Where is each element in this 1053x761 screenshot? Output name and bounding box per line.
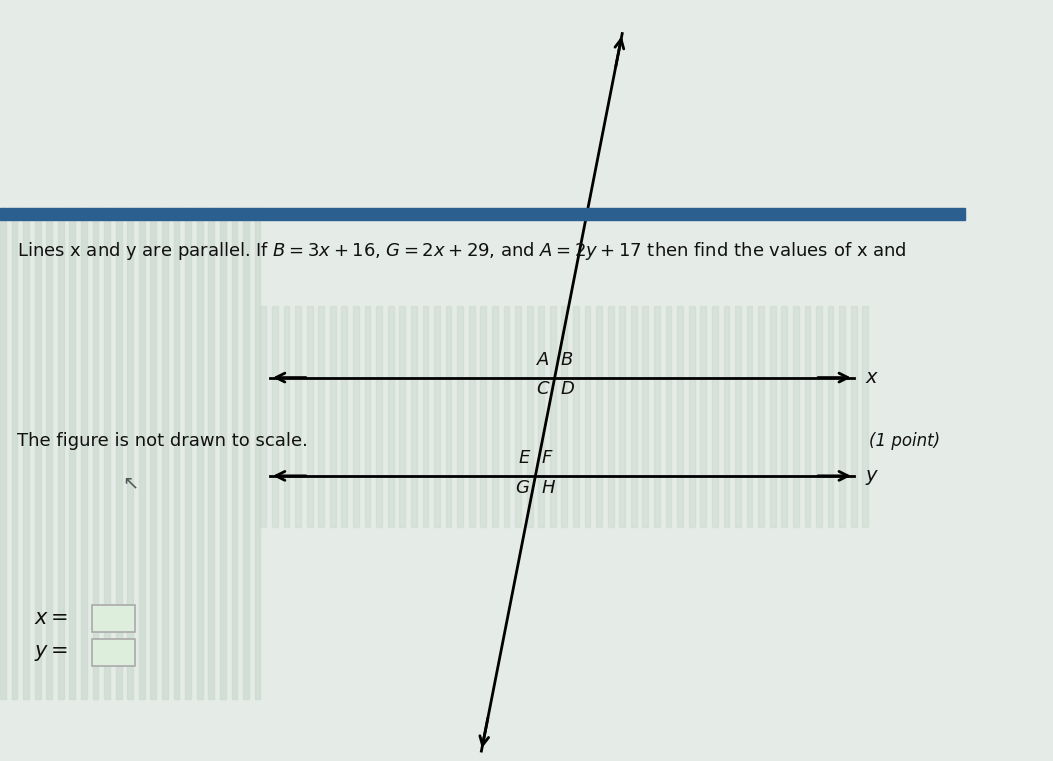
Bar [58,208,63,699]
Bar [295,307,301,527]
Bar [0,208,5,699]
Bar [851,307,857,527]
Bar [492,307,498,527]
Bar [445,307,452,527]
Bar [127,208,133,699]
Text: C: C [536,380,549,398]
Bar [747,307,753,527]
Bar [399,307,405,527]
Bar [526,307,533,527]
Bar [550,307,556,527]
Bar [93,208,98,699]
Bar [46,208,52,699]
Bar [411,307,417,527]
Bar [538,307,544,527]
Text: G: G [516,479,530,496]
Text: Lines x and y are parallel. If $B = 3x + 16$, $G = 2x + 29$, and $A = 2y + 17$ t: Lines x and y are parallel. If $B = 3x +… [17,240,907,262]
Bar [608,307,614,527]
Bar [341,307,347,527]
Bar [515,307,521,527]
Bar [457,307,463,527]
FancyBboxPatch shape [92,639,135,667]
Bar [781,307,788,527]
Bar [480,307,486,527]
Bar [376,307,382,527]
Text: B: B [560,351,573,369]
Bar [306,307,313,527]
Text: $y =$: $y =$ [34,643,68,663]
Bar [712,307,718,527]
Bar [434,307,440,527]
Bar [828,307,834,527]
Bar [735,307,741,527]
Bar [162,208,167,699]
Bar [220,208,225,699]
Text: F: F [541,449,552,467]
Bar [174,208,179,699]
Bar [804,307,811,527]
Bar [69,208,75,699]
Bar [422,307,429,527]
Bar [197,208,202,699]
Text: A: A [537,351,549,369]
Bar [208,208,214,699]
Bar [330,307,336,527]
Bar [12,208,17,699]
Bar [243,208,249,699]
Bar [232,208,237,699]
Text: (1 point): (1 point) [870,431,940,450]
Bar [81,208,86,699]
Bar [0,208,965,220]
Bar [139,208,144,699]
Bar [758,307,764,527]
Bar [35,208,40,699]
Bar [185,208,191,699]
Bar [151,208,156,699]
Bar [596,307,602,527]
Bar [654,307,660,527]
Bar [723,307,730,527]
Bar [793,307,799,527]
Bar [260,307,266,527]
Text: D: D [560,380,574,398]
Text: H: H [541,479,555,496]
Bar [573,307,579,527]
Bar [364,307,371,527]
Text: The figure is not drawn to scale.: The figure is not drawn to scale. [17,431,309,450]
Bar [272,307,278,527]
Bar [104,208,110,699]
Bar [283,307,290,527]
Bar [469,307,475,527]
Bar [677,307,683,527]
Bar [561,307,568,527]
Bar [318,307,324,527]
FancyBboxPatch shape [92,605,135,632]
Bar [23,208,28,699]
Bar [862,307,869,527]
Bar [700,307,707,527]
Text: y: y [866,466,877,486]
Text: x: x [866,368,877,387]
Bar [689,307,695,527]
Bar [642,307,649,527]
Bar [503,307,510,527]
Text: E: E [518,449,530,467]
Bar [388,307,394,527]
Bar [839,307,846,527]
Bar [584,307,591,527]
Bar [116,208,121,699]
Text: ↖: ↖ [122,474,138,492]
Bar [255,208,260,699]
Bar [631,307,637,527]
Bar [665,307,672,527]
Bar [816,307,822,527]
Bar [353,307,359,527]
Bar [619,307,625,527]
Bar [770,307,776,527]
Text: $x =$: $x =$ [34,608,68,629]
